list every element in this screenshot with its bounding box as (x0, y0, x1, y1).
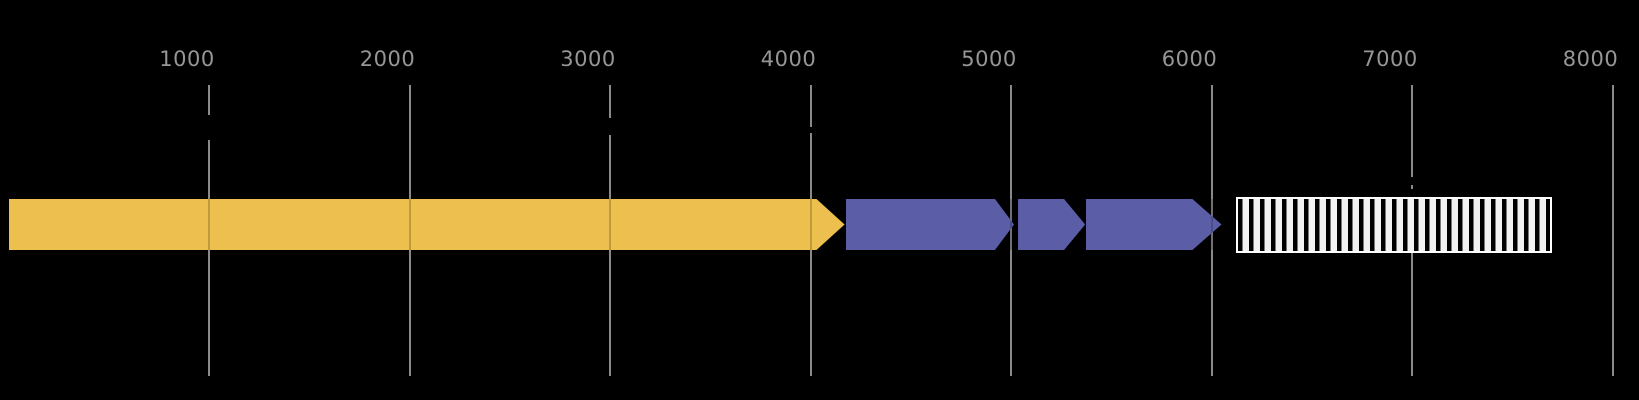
gene-arrow-feature (846, 199, 1014, 250)
tick-label: 7000 (1362, 47, 1418, 71)
gridline-break (207, 115, 211, 140)
gene-arrow-feature (9, 199, 845, 250)
tick-label: 5000 (961, 47, 1017, 71)
gridline-through-feature (408, 199, 411, 250)
gridline-through-feature (809, 199, 812, 250)
gridline-through-feature (1210, 199, 1213, 250)
tick-label: 1000 (159, 47, 215, 71)
gridline-through-feature (609, 199, 611, 250)
hatched-box-feature (1235, 197, 1552, 253)
gridline-break (808, 127, 813, 133)
gridline-through-feature (1010, 199, 1012, 250)
gene-arrow-feature (1086, 199, 1222, 250)
tick-label: 8000 (1562, 47, 1619, 71)
tick-label: 2000 (359, 47, 416, 71)
gridline-through-feature (208, 199, 210, 250)
gridline-break (1410, 177, 1414, 185)
tick-label: 4000 (760, 47, 817, 71)
gridline (1611, 85, 1614, 376)
gridline-break (608, 118, 612, 135)
tick-label: 3000 (560, 47, 616, 71)
gridline-break (1410, 189, 1414, 197)
tick-label: 6000 (1161, 47, 1218, 71)
